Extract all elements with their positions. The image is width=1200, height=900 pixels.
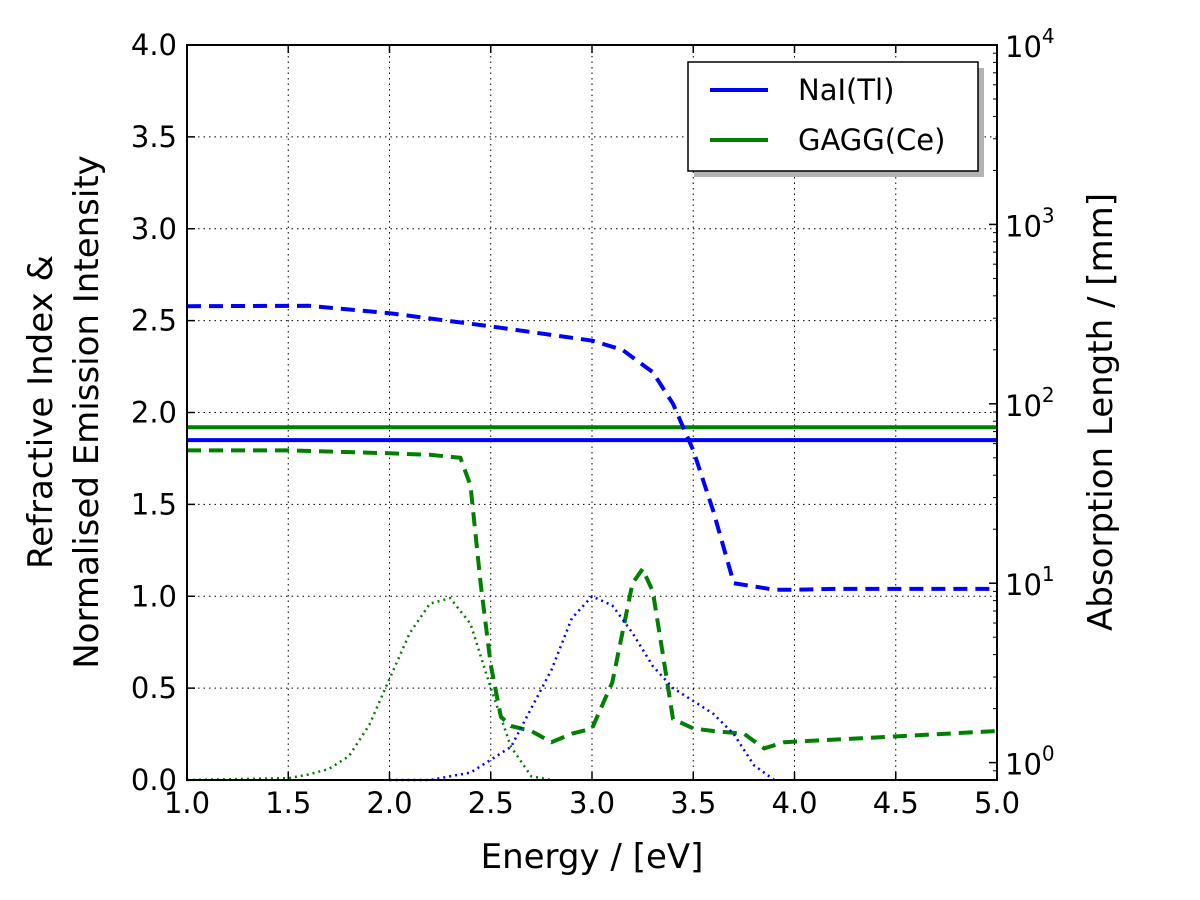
y-right-tick-label: 103 bbox=[1005, 203, 1055, 243]
y-left-tick-label: 1.5 bbox=[131, 487, 177, 521]
y-right-tick-label: 102 bbox=[1005, 383, 1055, 423]
y-left-tick-label: 0.0 bbox=[131, 763, 177, 797]
ticks: 1.0 1.5 2.0 2.5 3.0 3.5 4.0 4.5 5.0 0.0 0.5 1.0 1.5 2… bbox=[131, 24, 1055, 820]
legend-label-nai: NaI(Tl) bbox=[798, 73, 894, 107]
y-axis-left-label-line1: Refractive Index & bbox=[21, 255, 61, 569]
series-gagg-ce-absorption-length bbox=[187, 448, 998, 751]
legend-label-gagg: GAGG(Ce) bbox=[798, 123, 945, 157]
x-tick-label: 1.5 bbox=[265, 786, 311, 820]
x-tick-label: 4.0 bbox=[771, 786, 817, 820]
legend: NaI(Tl) GAGG(Ce) bbox=[687, 61, 984, 177]
y-left-tick-label: 2.0 bbox=[131, 396, 177, 430]
x-tick-label: 3.5 bbox=[670, 786, 716, 820]
y-left-tick-label: 3.0 bbox=[131, 212, 177, 246]
y-left-tick-label: 4.0 bbox=[131, 28, 177, 62]
legend-box bbox=[687, 61, 979, 172]
y-axis-right-label: Absorption Length / [mm] bbox=[1081, 193, 1121, 631]
y-right-tick-label: 101 bbox=[1005, 562, 1055, 602]
y-axis-left-label-line2: Normalised Emission Intensity bbox=[67, 155, 107, 669]
x-tick-label: 4.5 bbox=[873, 786, 919, 820]
x-tick-label: 2.5 bbox=[468, 786, 514, 820]
y-left-tick-label: 2.5 bbox=[131, 304, 177, 338]
x-tick-label: 5.0 bbox=[974, 786, 1020, 820]
x-tick-label: 2.0 bbox=[366, 786, 412, 820]
series-nai-tl-absorption-length bbox=[186, 303, 997, 592]
y-left-tick-label: 1.0 bbox=[131, 579, 177, 613]
y-right-tick-label: 100 bbox=[1005, 742, 1055, 782]
y-left-tick-label: 3.5 bbox=[131, 120, 177, 154]
x-tick-label: 3.0 bbox=[569, 786, 615, 820]
x-tick-label: 1.0 bbox=[164, 786, 210, 820]
series-group bbox=[186, 303, 998, 782]
x-axis-label: Energy / [eV] bbox=[481, 837, 704, 877]
y-right-tick-label: 104 bbox=[1005, 24, 1055, 64]
y-left-tick-label: 0.5 bbox=[131, 671, 177, 705]
